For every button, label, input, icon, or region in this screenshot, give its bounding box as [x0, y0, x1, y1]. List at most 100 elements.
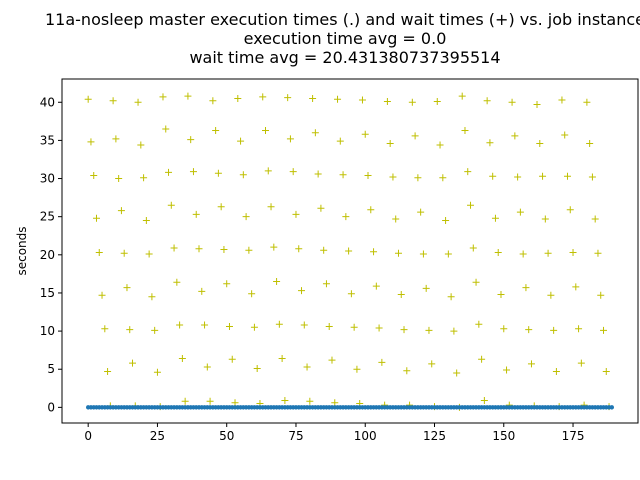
wait-point	[347, 290, 355, 298]
wait-point	[583, 98, 591, 106]
wait-point	[364, 171, 372, 179]
wait-point	[237, 137, 245, 145]
wait-point	[134, 98, 142, 106]
wait-point	[142, 216, 150, 224]
wait-point	[522, 284, 530, 292]
wait-point	[453, 369, 461, 377]
wait-point	[228, 355, 236, 363]
wait-point	[586, 139, 594, 147]
wait-point	[569, 249, 577, 257]
y-tick-label: 25	[40, 210, 55, 224]
wait-point	[483, 97, 491, 105]
wait-point	[417, 208, 425, 216]
wait-point	[494, 249, 502, 257]
wait-point	[95, 249, 103, 257]
wait-point	[475, 320, 483, 328]
wait-point	[259, 93, 267, 101]
wait-point	[334, 95, 342, 103]
y-tick-label: 35	[40, 133, 55, 147]
wait-point	[419, 250, 427, 258]
wait-point	[298, 287, 306, 295]
wait-point	[480, 396, 488, 404]
x-tick-label: 50	[219, 429, 234, 443]
wait-point	[278, 355, 286, 363]
wait-point	[92, 214, 100, 222]
wait-point	[325, 323, 333, 331]
wait-point	[403, 367, 411, 375]
wait-point	[170, 244, 178, 252]
wait-point	[514, 173, 522, 181]
wait-point	[159, 93, 167, 101]
y-tick-label: 30	[40, 172, 55, 186]
wait-point	[591, 215, 599, 223]
wait-point	[212, 126, 220, 134]
wait-point	[414, 174, 422, 182]
wait-point	[223, 280, 231, 288]
wait-point	[600, 326, 608, 334]
execution-point	[609, 405, 615, 410]
wait-point	[234, 94, 242, 102]
y-axis: 0 5 10 15 20 25 30 35 40	[40, 95, 62, 414]
wait-point	[104, 368, 112, 376]
wait-point	[90, 171, 98, 179]
wait-point	[444, 250, 452, 258]
wait-point	[148, 293, 156, 301]
wait-point	[464, 168, 472, 176]
x-tick-label: 150	[492, 429, 515, 443]
wait-point	[178, 355, 186, 363]
wait-point	[367, 206, 375, 214]
y-tick-label: 20	[40, 248, 55, 262]
wait-point	[370, 248, 378, 256]
wait-point	[322, 280, 330, 288]
x-tick-label: 100	[354, 429, 377, 443]
wait-point	[311, 129, 319, 137]
x-tick-label: 125	[423, 429, 446, 443]
wait-point	[87, 138, 95, 146]
wait-point	[267, 203, 275, 211]
wait-point	[442, 216, 450, 224]
wait-point	[550, 326, 558, 334]
wait-point	[425, 326, 433, 334]
wait-point	[392, 215, 400, 223]
wait-point	[383, 98, 391, 106]
wait-point	[167, 201, 175, 209]
wait-point	[295, 245, 303, 253]
wait-point	[98, 291, 106, 299]
wait-point	[491, 214, 499, 222]
wait-point	[558, 96, 566, 104]
wait-point	[489, 172, 497, 180]
wait-point	[342, 213, 350, 221]
wait-point	[389, 173, 397, 181]
wait-point	[165, 168, 173, 176]
wait-point	[525, 326, 533, 334]
wait-point	[572, 283, 580, 291]
wait-point	[428, 360, 436, 368]
wait-point	[176, 321, 184, 329]
wait-point	[225, 323, 233, 331]
wait-point	[181, 397, 189, 405]
wait-point	[248, 290, 256, 298]
wait-point	[447, 293, 455, 301]
wait-point	[153, 368, 161, 376]
wait-point	[120, 249, 128, 257]
wait-point	[467, 201, 475, 209]
wait-point	[189, 168, 197, 176]
wait-point	[336, 137, 344, 145]
wait-point	[519, 250, 527, 258]
wait-point	[353, 365, 361, 373]
wait-point	[400, 326, 408, 334]
wait-point	[187, 136, 195, 144]
wait-point	[533, 101, 541, 109]
wait-point	[261, 126, 269, 134]
x-tick-label: 75	[288, 429, 303, 443]
wait-point	[508, 98, 516, 106]
wait-point	[478, 355, 486, 363]
wait-point	[245, 246, 253, 254]
plot-frame	[61, 78, 639, 424]
wait-point	[411, 132, 419, 140]
y-tick-label: 10	[40, 324, 55, 338]
wait-point	[275, 320, 283, 328]
wait-point	[497, 290, 505, 298]
wait-point	[516, 208, 524, 216]
wait-point	[320, 246, 328, 254]
